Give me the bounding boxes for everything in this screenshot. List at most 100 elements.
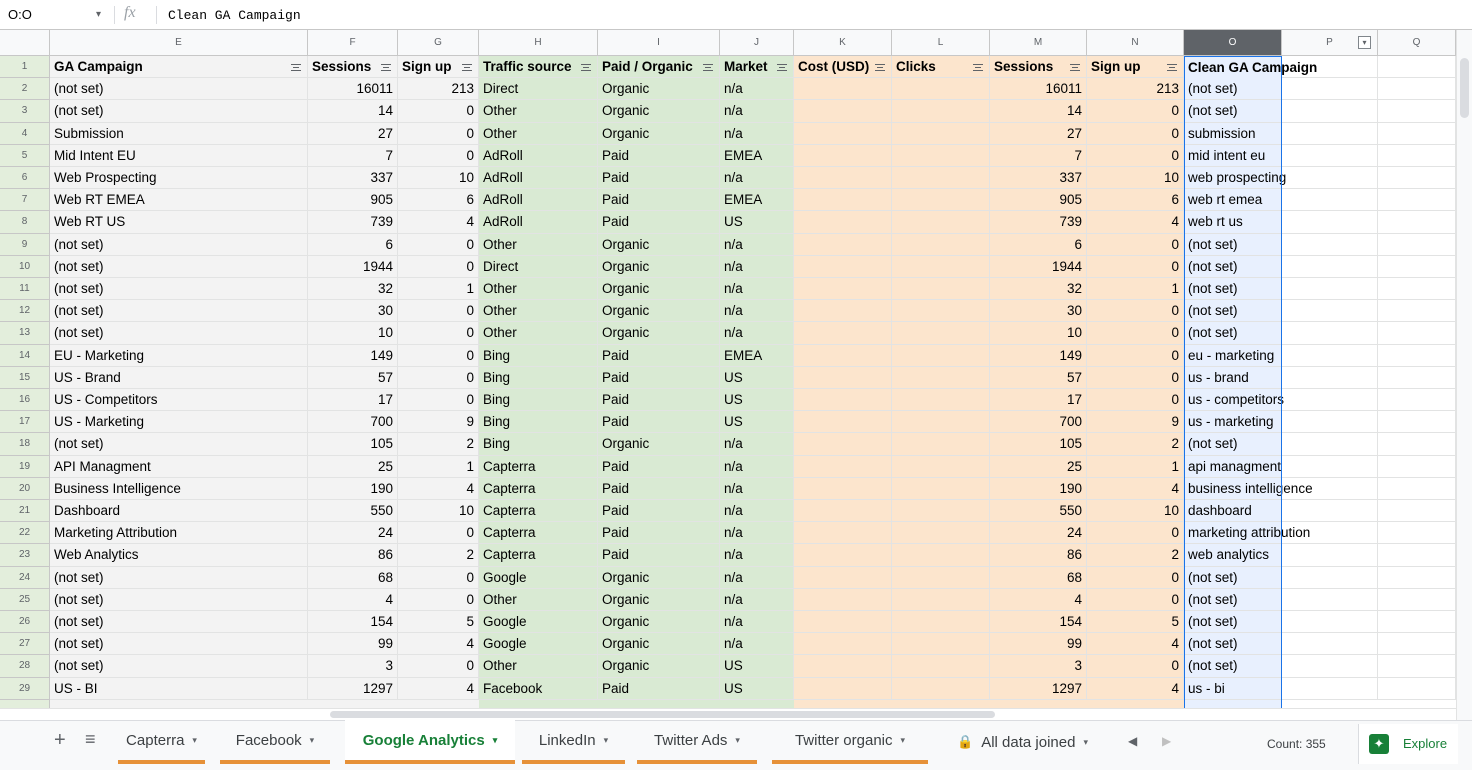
data-cell[interactable]: Web Analytics [50,544,308,567]
data-cell[interactable]: Facebook [479,677,598,700]
data-cell[interactable]: web analytics [1184,544,1282,567]
filter-icon[interactable] [1167,64,1177,71]
data-cell[interactable]: 10 [308,322,398,345]
header-cell[interactable]: Paid / Organic [598,56,720,79]
data-cell[interactable]: 4 [398,211,479,234]
data-cell[interactable]: Bing [479,411,598,434]
data-cell[interactable]: US [720,677,794,700]
data-cell[interactable]: 10 [1087,500,1184,523]
data-cell[interactable]: 739 [308,211,398,234]
data-cell[interactable]: Business Intelligence [50,477,308,500]
row-header[interactable]: 27 [0,633,50,656]
data-cell[interactable]: n/a [720,78,794,101]
row-header[interactable]: 22 [0,522,50,545]
horizontal-scrollbar[interactable] [0,708,1456,720]
column-header[interactable]: L [892,30,990,56]
data-cell[interactable]: 5 [398,611,479,634]
data-cell[interactable]: n/a [720,544,794,567]
data-cell[interactable]: 6 [1087,189,1184,212]
data-cell[interactable]: us - competitors [1184,389,1284,412]
data-cell[interactable]: Paid [598,344,720,367]
data-cell[interactable]: n/a [720,233,794,256]
scroll-thumb[interactable] [1460,58,1469,118]
data-cell[interactable]: 550 [308,500,398,523]
data-cell[interactable]: Paid [598,411,720,434]
data-cell[interactable]: (not set) [1184,433,1282,456]
data-cell[interactable]: (not set) [50,322,308,345]
data-cell[interactable]: n/a [720,588,794,611]
column-header[interactable]: F [308,30,398,56]
data-cell[interactable]: 10 [398,500,479,523]
data-cell[interactable]: EMEA [720,344,794,367]
all-sheets[interactable]: ≡ [85,729,96,749]
data-cell[interactable]: web rt us [1184,211,1282,234]
data-cell[interactable]: web rt emea [1184,189,1282,212]
header-cell[interactable]: GA Campaign [50,56,308,79]
data-cell[interactable]: 86 [308,544,398,567]
data-cell[interactable]: US [720,389,794,412]
row-header[interactable]: 23 [0,544,50,567]
data-cell[interactable]: 0 [1087,322,1184,345]
data-cell[interactable]: (not set) [1184,300,1282,323]
data-cell[interactable]: (not set) [50,78,308,101]
data-cell[interactable]: AdRoll [479,167,598,190]
explore-button[interactable]: ✦ Explore [1358,724,1458,764]
data-cell[interactable]: 0 [1087,588,1184,611]
data-cell[interactable]: US - BI [50,677,308,700]
data-cell[interactable]: (not set) [50,655,308,678]
data-cell[interactable]: 2 [1087,433,1184,456]
data-cell[interactable]: 68 [308,566,398,589]
data-cell[interactable]: us - brand [1184,367,1282,389]
data-cell[interactable]: Organic [598,100,720,123]
column-header[interactable]: J [720,30,794,56]
data-cell[interactable]: us - marketing [1184,411,1282,434]
data-cell[interactable]: 57 [308,366,398,389]
data-cell[interactable]: (not set) [50,433,308,456]
data-cell[interactable]: Organic [598,255,720,278]
data-cell[interactable]: 0 [1087,366,1184,389]
data-cell[interactable]: Other [479,588,598,611]
data-cell[interactable]: Dashboard [50,500,308,523]
data-cell[interactable]: n/a [720,322,794,345]
data-cell[interactable]: 0 [1087,255,1184,278]
data-cell[interactable]: 0 [398,322,479,345]
data-cell[interactable]: Bing [479,366,598,389]
row-header[interactable]: 14 [0,344,50,367]
data-cell[interactable]: 154 [308,611,398,634]
data-cell[interactable]: 10 [398,167,479,190]
data-cell[interactable]: 30 [990,300,1087,323]
data-cell[interactable]: EU - Marketing [50,344,308,367]
column-header[interactable]: I [598,30,720,56]
column-header[interactable]: K [794,30,892,56]
data-cell[interactable]: Other [479,233,598,256]
data-cell[interactable]: n/a [720,100,794,123]
sheet-tab[interactable]: Capterra ▾ [118,720,205,764]
data-cell[interactable]: 4 [398,477,479,500]
row-header[interactable]: 20 [0,477,50,500]
data-cell[interactable]: 4 [1087,211,1184,234]
name-box-dropdown[interactable]: ▾ [96,9,102,20]
data-cell[interactable]: 905 [308,189,398,212]
data-cell[interactable]: n/a [720,566,794,589]
data-cell[interactable]: 1297 [308,677,398,700]
filter-icon[interactable] [381,64,391,71]
column-header[interactable]: N [1087,30,1184,56]
data-cell[interactable]: dashboard [1184,500,1282,523]
row-header[interactable]: 21 [0,500,50,523]
data-cell[interactable]: 17 [990,389,1087,412]
data-cell[interactable]: n/a [720,522,794,545]
row-header[interactable]: 25 [0,588,50,611]
data-cell[interactable]: 149 [990,344,1087,367]
data-cell[interactable]: 1944 [308,255,398,278]
filter-icon[interactable] [462,64,472,71]
data-cell[interactable]: 10 [1087,167,1184,190]
column-menu[interactable]: ▾ [1358,36,1371,49]
row-header[interactable]: 15 [0,366,50,389]
data-cell[interactable]: AdRoll [479,211,598,234]
data-cell[interactable]: 0 [398,655,479,678]
data-cell[interactable]: 0 [398,344,479,367]
data-cell[interactable]: Capterra [479,500,598,523]
filter-icon[interactable] [703,64,713,71]
data-cell[interactable]: 0 [1087,389,1184,412]
row-header[interactable]: 1 [0,56,50,79]
